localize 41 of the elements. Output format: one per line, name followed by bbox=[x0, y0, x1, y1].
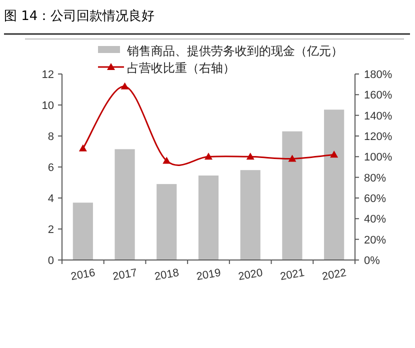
bar bbox=[198, 176, 219, 260]
point bbox=[246, 152, 254, 160]
y2-tick-label: 180% bbox=[364, 69, 392, 81]
x-tick-label: 2018 bbox=[154, 266, 180, 284]
y2-tick-label: 60% bbox=[364, 193, 386, 205]
y2-tick-label: 120% bbox=[364, 131, 392, 143]
point bbox=[162, 156, 171, 164]
bar bbox=[324, 110, 344, 260]
y2-tick-label: 160% bbox=[364, 90, 392, 102]
y2-tick-label: 0% bbox=[364, 255, 380, 267]
x-tick-label: 2021 bbox=[279, 266, 306, 284]
y2-tick-label: 40% bbox=[364, 214, 386, 226]
y-tick-label: 12 bbox=[42, 69, 54, 81]
bar bbox=[240, 170, 260, 260]
point bbox=[78, 144, 87, 152]
y-tick-label: 0 bbox=[48, 255, 54, 267]
y2-tick-label: 100% bbox=[364, 152, 392, 164]
chart-title: 图 14：公司回款情况良好 bbox=[4, 9, 155, 24]
y-tick-label: 2 bbox=[48, 224, 54, 236]
legend-label: 占营收比重（右轴） bbox=[127, 61, 235, 75]
bar bbox=[156, 184, 177, 260]
point bbox=[330, 150, 338, 158]
y-tick-label: 4 bbox=[48, 193, 54, 205]
x-tick-label: 2022 bbox=[321, 266, 348, 284]
x-tick-label: 2020 bbox=[237, 266, 264, 284]
y2-tick-label: 80% bbox=[364, 172, 386, 184]
legend-label: 销售商品、提供劳务收到的现金（亿元） bbox=[126, 44, 343, 58]
y-tick-label: 10 bbox=[42, 100, 54, 112]
bar bbox=[72, 202, 93, 260]
y-tick-label: 8 bbox=[48, 131, 54, 143]
point bbox=[288, 154, 296, 162]
point bbox=[120, 82, 129, 90]
x-tick-label: 2016 bbox=[70, 266, 96, 284]
x-tick-label: 2017 bbox=[112, 266, 138, 284]
x-tick-label: 2019 bbox=[196, 266, 222, 284]
y2-tick-label: 20% bbox=[364, 234, 386, 246]
bar bbox=[282, 131, 302, 260]
y-tick-label: 6 bbox=[48, 162, 54, 174]
bar bbox=[114, 149, 135, 260]
point bbox=[204, 152, 212, 160]
y2-tick-label: 140% bbox=[364, 110, 392, 122]
